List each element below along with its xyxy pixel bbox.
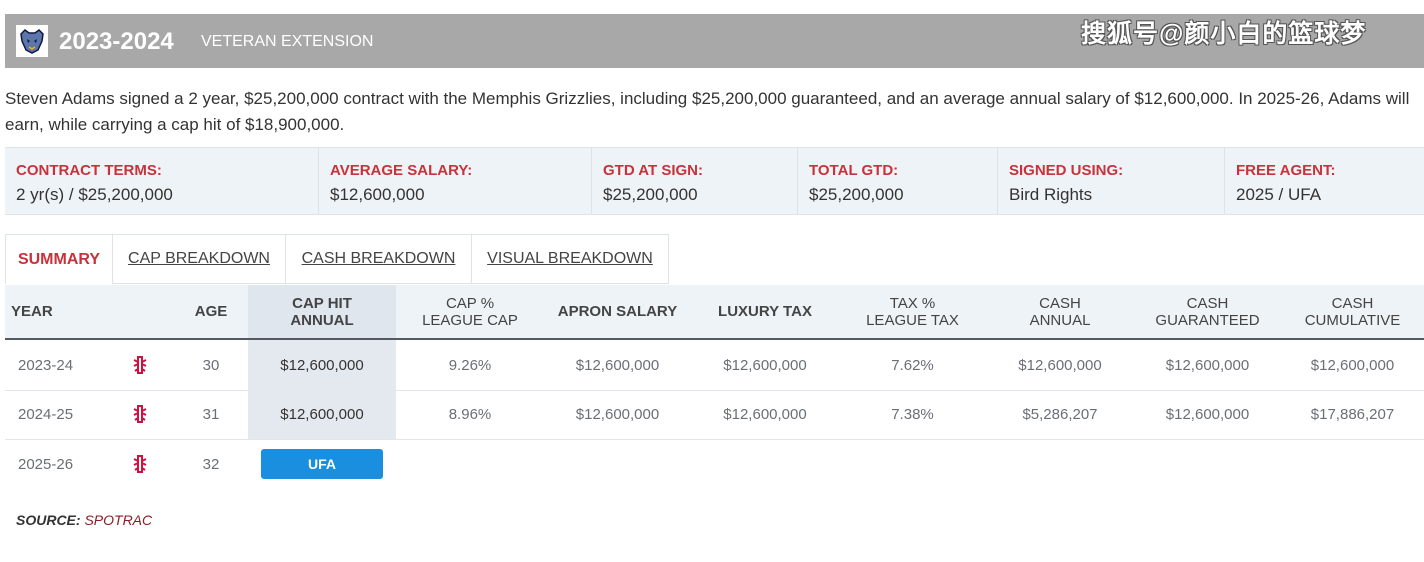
col-label: ANNUAL	[1029, 311, 1091, 329]
col-label: CASH	[1186, 294, 1229, 312]
col-label: GUARANTEED	[1155, 311, 1260, 329]
cell-tax-pct: 7.38%	[891, 405, 934, 423]
table-row: 2023-24 30 $12,600,000 9.26% $12,600,000…	[5, 340, 1424, 391]
col-cap-pct[interactable]: CAP % LEAGUE CAP	[396, 285, 544, 338]
table-header: YEAR AGE CAP HIT ANNUAL CAP % LEAGUE CAP A…	[5, 285, 1424, 340]
cell-cap-hit: $12,600,000	[248, 340, 396, 390]
cell-apron: $12,600,000	[575, 405, 660, 423]
cell-cash-cumulative: $12,600,000	[1310, 356, 1395, 374]
cell-age: 32	[202, 455, 220, 473]
term-label: AVERAGE SALARY:	[330, 162, 473, 179]
term-value: $25,200,000	[809, 185, 904, 204]
houston-rockets-logo-icon	[105, 439, 175, 489]
term-average-salary: AVERAGE SALARY: $12,600,000	[319, 148, 592, 214]
col-label: CAP HIT	[292, 294, 352, 312]
cell-cap-hit: $12,600,000	[248, 389, 396, 439]
col-year[interactable]: YEAR	[11, 303, 53, 320]
cell-cap-pct: 8.96%	[448, 405, 492, 423]
term-gtd-at-sign: GTD AT SIGN: $25,200,000	[592, 148, 798, 214]
col-label: ANNUAL	[290, 311, 354, 329]
term-contract-terms: CONTRACT TERMS: 2 yr(s) / $25,200,000	[5, 148, 319, 214]
grizzlies-logo-icon	[16, 25, 48, 57]
col-apron-salary[interactable]: APRON SALARY	[557, 303, 678, 320]
source-credit: SOURCE: SPOTRAC	[16, 512, 152, 528]
contract-description: Steven Adams signed a 2 year, $25,200,00…	[5, 89, 1410, 134]
term-free-agent: FREE AGENT: 2025 / UFA	[1225, 148, 1424, 214]
col-luxury-tax[interactable]: LUXURY TAX	[718, 303, 812, 320]
col-label: LEAGUE CAP	[422, 311, 518, 329]
cell-year: 2023-24	[18, 356, 74, 374]
term-label: CONTRACT TERMS:	[16, 162, 162, 179]
tab-cap-breakdown[interactable]: CAP BREAKDOWN	[112, 234, 286, 284]
cell-cap-hit: UFA	[248, 439, 396, 489]
ufa-badge: UFA	[261, 449, 383, 479]
table-row: 2025-26 32 UFA	[5, 439, 1424, 489]
tab-cash-breakdown[interactable]: CASH BREAKDOWN	[285, 234, 472, 284]
contract-terms-strip: CONTRACT TERMS: 2 yr(s) / $25,200,000 AV…	[5, 147, 1424, 215]
col-tax-pct[interactable]: TAX % LEAGUE TAX	[839, 285, 986, 338]
tab-summary[interactable]: SUMMARY	[5, 234, 113, 284]
contract-header: 2023-2024 VETERAN EXTENSION 搜狐号@颜小白的篮球梦	[5, 14, 1424, 68]
term-label: FREE AGENT:	[1236, 162, 1336, 179]
season-title: 2023-2024	[59, 28, 174, 55]
tab-visual-breakdown[interactable]: VISUAL BREAKDOWN	[471, 234, 669, 284]
cell-tax-pct: 7.62%	[891, 356, 934, 374]
source-label: SOURCE:	[16, 512, 81, 528]
term-value: 2025 / UFA	[1236, 185, 1322, 204]
cell-cash-annual: $12,600,000	[1018, 356, 1102, 374]
col-age[interactable]: AGE	[194, 303, 228, 320]
col-label: CAP %	[445, 294, 495, 312]
cell-cash-annual: $5,286,207	[1022, 405, 1098, 423]
contract-type: VETERAN EXTENSION	[201, 33, 374, 50]
houston-rockets-logo-icon	[105, 340, 175, 390]
term-signed-using: SIGNED USING: Bird Rights	[998, 148, 1225, 214]
cell-year: 2025-26	[18, 455, 74, 473]
cell-cash-guaranteed: $12,600,000	[1165, 405, 1250, 423]
term-value: 2 yr(s) / $25,200,000	[16, 185, 173, 204]
term-label: SIGNED USING:	[1009, 162, 1124, 179]
term-total-gtd: TOTAL GTD: $25,200,000	[798, 148, 998, 214]
col-label: CUMULATIVE	[1304, 311, 1401, 329]
col-cap-hit[interactable]: CAP HIT ANNUAL	[248, 285, 396, 338]
col-cash-annual[interactable]: CASH ANNUAL	[986, 285, 1134, 338]
term-value: Bird Rights	[1009, 185, 1093, 204]
col-cash-cumulative[interactable]: CASH CUMULATIVE	[1281, 285, 1424, 338]
watermark: 搜狐号@颜小白的篮球梦	[1081, 20, 1367, 48]
cell-cash-cumulative: $17,886,207	[1310, 405, 1395, 423]
cell-luxury-tax: $12,600,000	[723, 405, 807, 423]
cell-cap-pct: 9.26%	[448, 356, 492, 374]
col-cash-guaranteed[interactable]: CASH GUARANTEED	[1134, 285, 1281, 338]
col-label: CASH	[1039, 294, 1081, 312]
source-link[interactable]: SPOTRAC	[84, 512, 153, 528]
houston-rockets-logo-icon	[105, 389, 175, 439]
cell-apron: $12,600,000	[575, 356, 660, 374]
term-value: $25,200,000	[603, 185, 698, 204]
cell-age: 31	[202, 405, 220, 423]
cell-age: 30	[202, 356, 220, 374]
col-label: LEAGUE TAX	[866, 311, 959, 329]
term-label: TOTAL GTD:	[809, 162, 899, 179]
cell-cash-guaranteed: $12,600,000	[1165, 356, 1250, 374]
cell-year: 2024-25	[18, 405, 74, 423]
col-label: TAX %	[889, 294, 936, 312]
term-label: GTD AT SIGN:	[603, 162, 703, 179]
cell-luxury-tax: $12,600,000	[723, 356, 807, 374]
col-label: CASH	[1331, 294, 1374, 312]
table-row: 2024-25 31 $12,600,000 8.96% $12,600,000…	[5, 389, 1424, 440]
term-value: $12,600,000	[330, 185, 425, 204]
